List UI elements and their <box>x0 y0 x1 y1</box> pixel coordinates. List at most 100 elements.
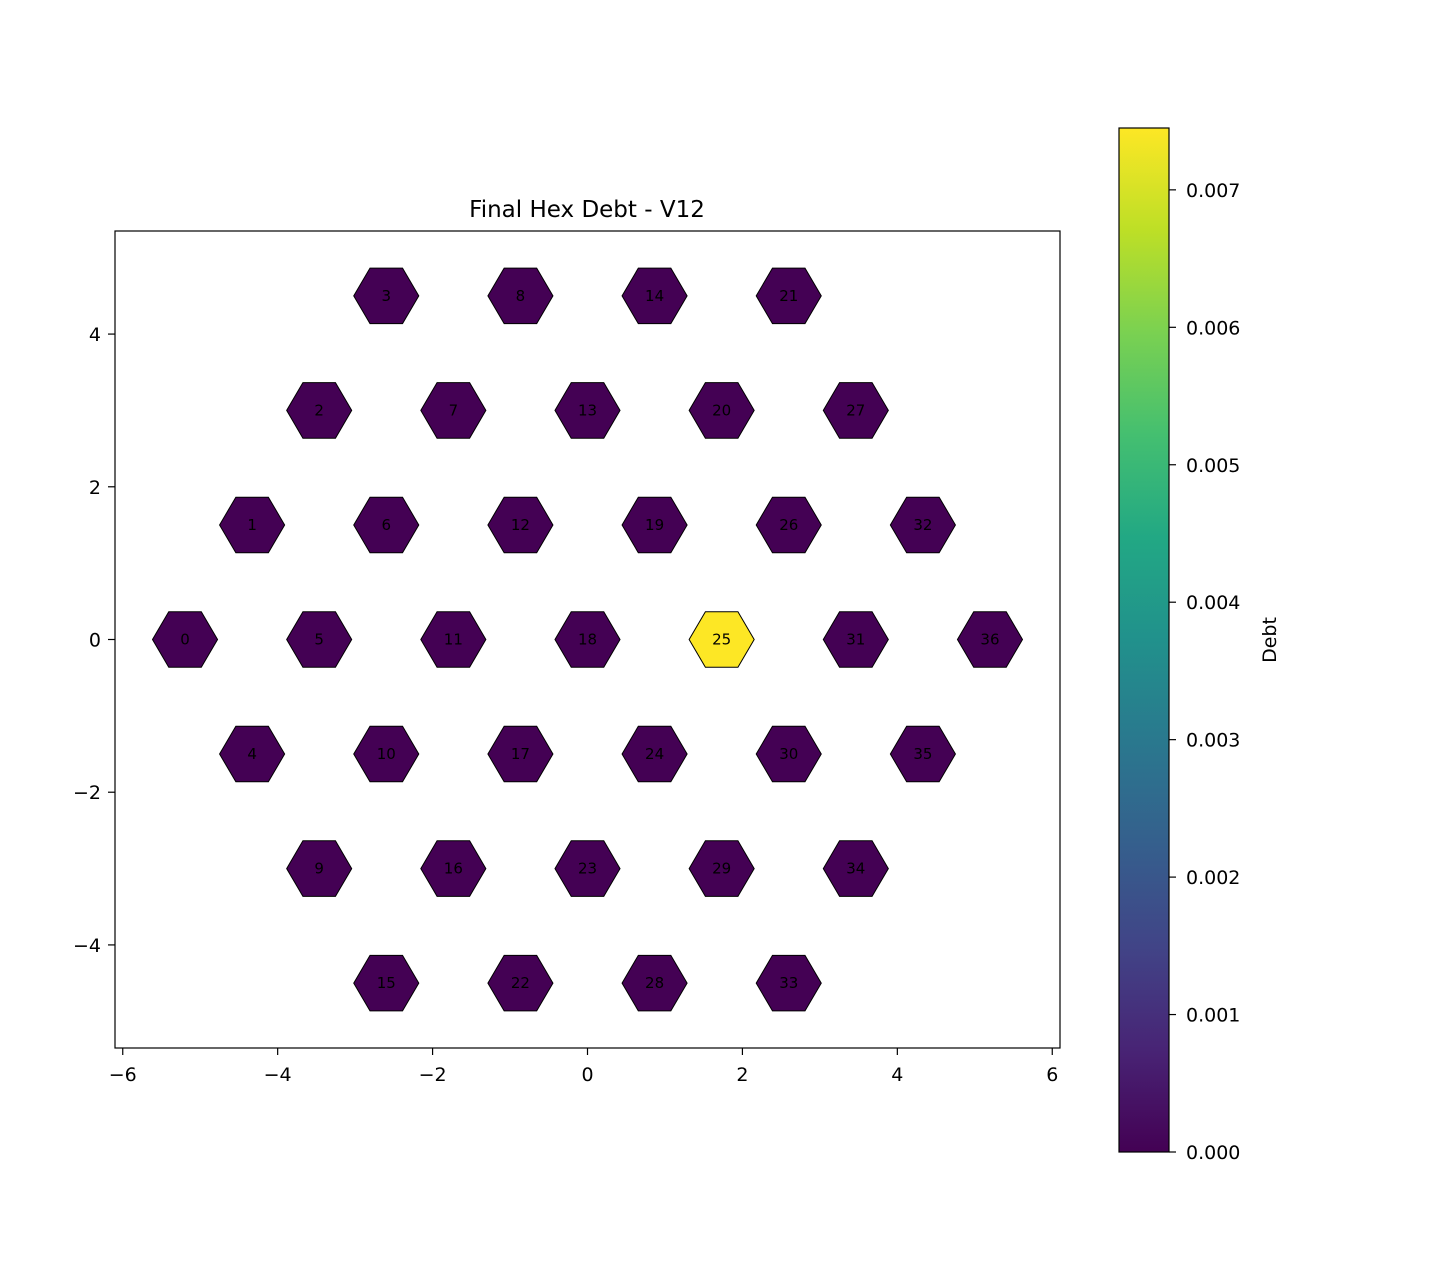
hex-cell <box>822 840 889 897</box>
colorbar-tick-label: 0.004 <box>1186 592 1240 614</box>
hex-cell <box>487 267 554 325</box>
hex-cell <box>889 496 957 554</box>
y-tick-label: −2 <box>73 782 101 804</box>
hex-cell-label: 22 <box>511 974 530 992</box>
hex-cell-label: 27 <box>846 401 865 419</box>
colorbar-tick-label: 0.006 <box>1186 317 1240 339</box>
hex-cell-label: 16 <box>444 860 463 878</box>
hex-cell <box>621 267 688 325</box>
hex-cell-label: 32 <box>913 516 932 534</box>
hex-cell-label: 2 <box>314 401 324 419</box>
hex-cell-label: 0 <box>180 631 190 649</box>
x-axis: −6 −4 −2 0 2 4 6 <box>109 1048 1058 1086</box>
x-tick-label: −2 <box>419 1064 447 1086</box>
hex-cell-label: 15 <box>377 974 396 992</box>
hex-cell <box>755 954 822 1012</box>
hex-cell-label: 23 <box>578 860 597 878</box>
hex-cell <box>554 611 621 668</box>
chart-title: Final Hex Debt - V12 <box>469 197 705 223</box>
hex-cell-label: 3 <box>381 287 391 305</box>
colorbar-tick-label: 0.000 <box>1186 1142 1240 1164</box>
hex-cell <box>420 840 487 897</box>
hex-cell-label: 26 <box>779 516 798 534</box>
colorbar-tick-label: 0.007 <box>1186 180 1240 202</box>
hex-cell-label: 31 <box>846 631 865 649</box>
hex-cell-label: 11 <box>444 631 463 649</box>
hex-layer <box>151 267 1024 1012</box>
colorbar: 0.000 0.001 0.002 0.003 0.004 0.005 0.006 0.007… <box>1118 127 1281 1164</box>
y-tick-label: 4 <box>89 324 101 346</box>
hex-cell <box>286 611 353 668</box>
hex-cell <box>151 611 219 668</box>
colorbar-label: Debt <box>1259 617 1281 663</box>
hex-cell-label: 8 <box>516 287 526 305</box>
hex-cell-label: 6 <box>381 516 391 534</box>
hex-cell-label: 34 <box>846 860 865 878</box>
x-tick-label: 0 <box>581 1064 593 1086</box>
hex-cell-label: 25 <box>712 631 731 649</box>
hex-cell <box>487 496 554 554</box>
hex-cell <box>353 725 420 783</box>
hex-cell <box>688 611 755 668</box>
hex-cell <box>420 611 487 668</box>
hex-cell-label: 7 <box>449 401 459 419</box>
hex-cell-label: 36 <box>980 631 999 649</box>
x-tick-label: −4 <box>264 1064 292 1086</box>
hex-cell-label: 30 <box>779 745 798 763</box>
x-tick-label: 4 <box>891 1064 903 1086</box>
y-tick-label: 2 <box>89 477 101 499</box>
hex-cell-label: 21 <box>779 287 798 305</box>
hex-cell-label: 28 <box>645 974 664 992</box>
hex-cell <box>755 725 822 783</box>
x-tick-label: 6 <box>1046 1064 1058 1086</box>
hex-cell <box>822 611 889 668</box>
y-axis: −4 −2 0 2 4 <box>73 324 115 957</box>
hex-cell-label: 13 <box>578 401 597 419</box>
hex-cell <box>688 840 755 897</box>
hex-cell <box>554 382 621 439</box>
y-tick-label: 0 <box>89 630 101 652</box>
x-tick-label: −6 <box>109 1064 137 1086</box>
colorbar-tick-label: 0.005 <box>1186 455 1240 477</box>
hex-cell <box>822 382 889 439</box>
hex-cell <box>286 840 353 897</box>
hex-cell <box>688 382 755 439</box>
hex-cell-label: 4 <box>247 745 257 763</box>
hex-cell-label: 12 <box>511 516 530 534</box>
hex-cell <box>621 954 688 1012</box>
colorbar-gradient <box>1118 127 1170 1153</box>
hex-cell <box>353 496 420 554</box>
hex-cell-label: 5 <box>314 631 324 649</box>
hex-cell <box>420 382 487 439</box>
hex-cell <box>487 725 554 783</box>
hex-cell <box>286 382 353 439</box>
hex-cell-label: 35 <box>913 745 932 763</box>
hex-cell-label: 14 <box>645 287 664 305</box>
hex-cell <box>755 267 822 325</box>
hex-label-layer: 0123456789101112131415161718192021222324… <box>180 287 999 992</box>
hex-cell-label: 33 <box>779 974 798 992</box>
colorbar-ticks: 0.000 0.001 0.002 0.003 0.004 0.005 0.006 0.007 <box>1169 180 1240 1164</box>
colorbar-tick-label: 0.002 <box>1186 867 1240 889</box>
hex-cell <box>554 840 621 897</box>
hex-cell <box>353 267 420 325</box>
hex-cell-label: 9 <box>314 860 324 878</box>
hex-cell <box>889 725 957 783</box>
hex-cell-label: 24 <box>645 745 664 763</box>
y-tick-label: −4 <box>73 935 101 957</box>
hex-cell <box>218 725 286 783</box>
hex-cell-label: 29 <box>712 860 731 878</box>
hex-cell-label: 19 <box>645 516 664 534</box>
hex-cell <box>755 496 822 554</box>
hex-cell-label: 18 <box>578 631 597 649</box>
hex-cell <box>621 725 688 783</box>
hex-cell <box>621 496 688 554</box>
x-tick-label: 2 <box>736 1064 748 1086</box>
hex-cell <box>487 954 554 1012</box>
hex-cell <box>956 611 1024 668</box>
colorbar-tick-label: 0.003 <box>1186 730 1240 752</box>
hex-cell <box>353 954 420 1012</box>
hex-cell-label: 17 <box>511 745 530 763</box>
hex-cell-label: 10 <box>377 745 396 763</box>
